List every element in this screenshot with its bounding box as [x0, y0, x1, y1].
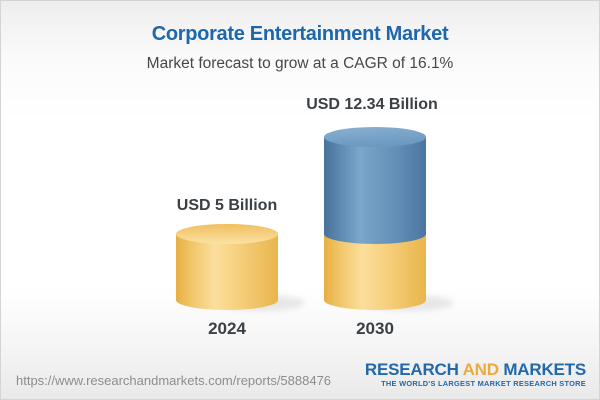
cylinder-top-cap — [176, 223, 278, 244]
logo-word-and: AND — [458, 360, 504, 379]
report-url-link[interactable]: https://www.researchandmarkets.com/repor… — [16, 373, 332, 388]
value-label-2024: USD 5 Billion — [176, 197, 278, 214]
cylinder-segment-body — [176, 233, 278, 300]
chart-title: Corporate Entertainment Market — [151, 23, 449, 45]
value-label-2030: USD 12.34 Billion — [306, 96, 438, 113]
logo-wordmark: RESEARCH AND MARKETS — [364, 360, 586, 379]
chart-subtitle: Market forecast to grow at a CAGR of 16.… — [146, 55, 454, 72]
cylinder-top-cap — [324, 127, 426, 147]
cylinder-segment-body — [324, 233, 426, 300]
research-and-markets-logo[interactable]: RESEARCH AND MARKETS THE WORLD'S LARGEST… — [364, 360, 586, 388]
logo-word-research: RESEARCH — [364, 360, 459, 379]
logo-tagline: THE WORLD'S LARGEST MARKET RESEARCH STOR… — [381, 379, 586, 388]
category-label-2030: 2030 — [356, 319, 394, 338]
logo-word-markets: MARKETS — [503, 360, 586, 379]
cylinder-segment-body — [324, 137, 426, 234]
category-label-2024: 2024 — [208, 319, 246, 338]
